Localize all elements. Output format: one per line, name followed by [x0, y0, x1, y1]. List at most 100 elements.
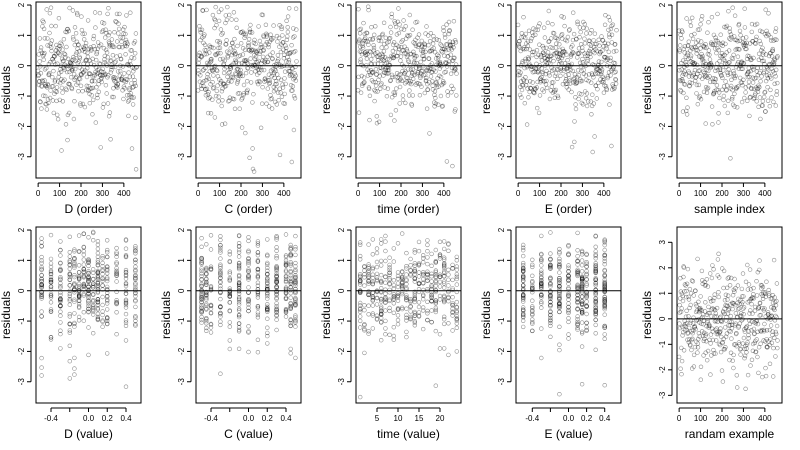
- data-point: [379, 45, 384, 50]
- data-point: [450, 58, 456, 63]
- data-point: [553, 45, 558, 50]
- data-point: [570, 49, 575, 55]
- data-point: [236, 346, 242, 351]
- data-point: [590, 149, 595, 155]
- data-point: [725, 110, 730, 116]
- data-point: [231, 50, 236, 55]
- data-point: [263, 58, 268, 63]
- data-point: [596, 37, 601, 42]
- points-group: [515, 8, 619, 155]
- x-tick-label: 0: [677, 414, 682, 423]
- data-point: [270, 50, 275, 55]
- data-point: [41, 20, 46, 25]
- data-point: [241, 31, 246, 36]
- data-point: [575, 248, 580, 253]
- data-point: [59, 77, 64, 82]
- data-point: [360, 81, 365, 87]
- data-point: [199, 266, 204, 271]
- data-point: [538, 79, 543, 85]
- data-point: [72, 366, 77, 371]
- data-point: [754, 279, 759, 284]
- data-point: [547, 96, 553, 102]
- data-point: [225, 53, 230, 59]
- data-point: [67, 266, 73, 271]
- data-point: [379, 241, 384, 246]
- data-point: [416, 304, 422, 310]
- data-point: [448, 71, 454, 76]
- data-point: [432, 100, 437, 105]
- data-point: [257, 79, 263, 85]
- data-point: [124, 93, 130, 98]
- data-point: [526, 56, 531, 62]
- data-point: [48, 59, 53, 65]
- data-point: [217, 39, 222, 44]
- data-point: [253, 41, 258, 47]
- data-point: [103, 82, 109, 88]
- data-point: [130, 102, 136, 107]
- data-point: [215, 38, 220, 44]
- data-point: [426, 56, 432, 61]
- data-point: [242, 35, 247, 40]
- data-point: [532, 87, 538, 92]
- data-point: [293, 252, 298, 258]
- data-point: [267, 81, 272, 87]
- data-point: [210, 86, 216, 91]
- data-point: [105, 75, 110, 80]
- data-point: [440, 46, 445, 52]
- data-point: [578, 29, 583, 35]
- data-point: [287, 69, 292, 74]
- data-point: [217, 45, 223, 51]
- data-point: [769, 95, 774, 100]
- data-point: [223, 20, 228, 26]
- data-point: [92, 73, 97, 79]
- y-tick-label: 2: [658, 2, 667, 7]
- data-point: [219, 122, 225, 127]
- data-point: [122, 41, 128, 46]
- data-point: [552, 88, 557, 93]
- data-point: [133, 31, 139, 36]
- data-point: [391, 55, 396, 61]
- data-point: [545, 50, 551, 55]
- data-point: [51, 59, 56, 64]
- data-point: [84, 74, 90, 80]
- data-point: [411, 59, 417, 65]
- data-point: [236, 54, 241, 59]
- data-point: [239, 125, 245, 130]
- data-point: [246, 349, 251, 355]
- data-point: [71, 71, 77, 77]
- data-point: [555, 37, 561, 42]
- data-point: [58, 40, 63, 45]
- data-point: [246, 44, 251, 49]
- data-point: [234, 25, 239, 30]
- data-point: [543, 59, 548, 64]
- data-point: [262, 59, 267, 64]
- data-point: [93, 57, 99, 63]
- data-point: [62, 51, 67, 56]
- data-point: [445, 93, 451, 98]
- data-point: [434, 80, 439, 85]
- data-point: [288, 82, 294, 88]
- data-point: [209, 58, 214, 64]
- data-point: [769, 305, 774, 310]
- data-point: [454, 299, 459, 305]
- data-point: [227, 12, 232, 18]
- data-point: [266, 44, 271, 50]
- y-tick-label: 3: [658, 240, 667, 245]
- data-point: [387, 57, 392, 62]
- data-point: [558, 33, 564, 38]
- data-point: [451, 86, 456, 92]
- data-point: [361, 38, 366, 44]
- data-point: [542, 56, 547, 61]
- data-point: [556, 67, 561, 72]
- data-point: [370, 326, 375, 331]
- data-point: [118, 56, 124, 62]
- y-tick-label: -2: [17, 347, 26, 355]
- data-point: [368, 49, 373, 55]
- data-point: [244, 89, 250, 94]
- data-point: [36, 82, 42, 88]
- data-point: [563, 81, 569, 87]
- y-tick-label: 2: [337, 2, 346, 7]
- y-tick-label: -3: [17, 153, 26, 161]
- data-point: [114, 84, 120, 89]
